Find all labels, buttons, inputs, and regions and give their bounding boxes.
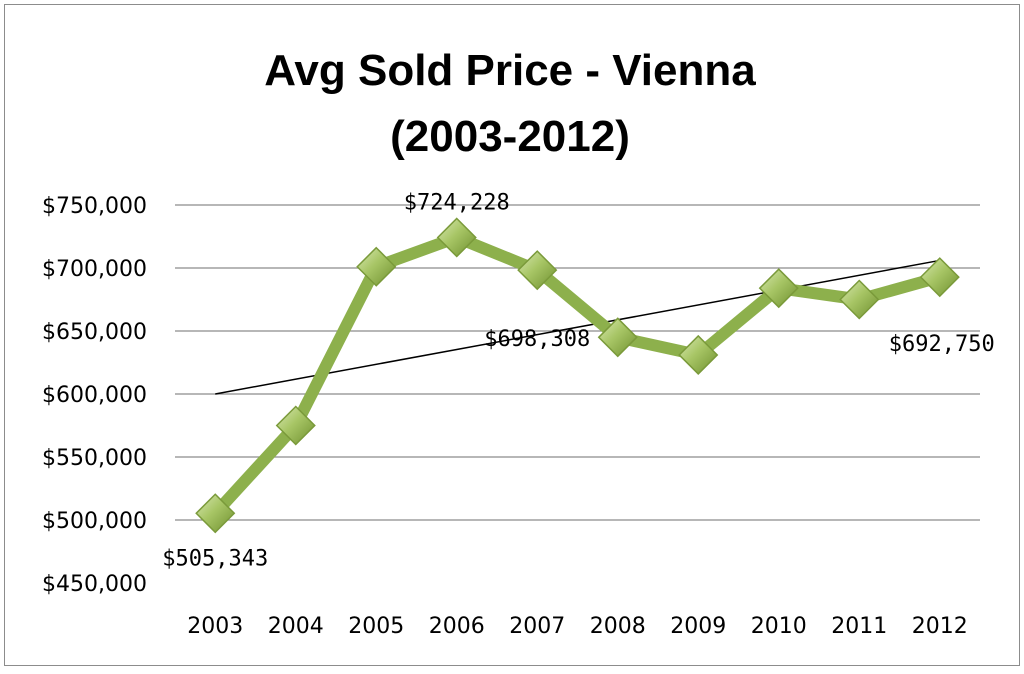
chart-frame: Avg Sold Price - Vienna (2003-2012) $450… [4,4,1020,666]
y-tick-label: $650,000 [42,320,147,345]
x-tick-label: 2008 [590,614,646,639]
data-point-marker [597,317,638,358]
marker-group [195,217,960,534]
y-tick-label: $500,000 [42,509,147,534]
y-axis-tick-labels: $450,000 $500,000 $550,000 $600,000 $650,000… [42,194,147,597]
data-point-marker [275,405,316,446]
x-tick-label: 2010 [751,614,807,639]
x-tick-label: 2006 [429,614,485,639]
data-point-marker [839,279,880,320]
data-point-marker [919,257,960,298]
data-point-marker [195,493,236,534]
data-point-marker [517,250,558,291]
y-tick-label: $450,000 [42,572,147,597]
y-tick-label: $600,000 [42,383,147,408]
line-chart: Avg Sold Price - Vienna (2003-2012) $450… [42,46,995,639]
series-line [209,231,946,520]
chart-title-line2: (2003-2012) [390,112,630,161]
data-label: $692,750 [889,332,995,357]
x-tick-label: 2005 [348,614,404,639]
gridlines [175,204,980,521]
y-tick-label: $750,000 [42,194,147,219]
x-tick-label: 2011 [831,614,887,639]
data-point-marker [678,334,719,376]
data-point-marker [356,246,397,287]
x-tick-label: 2004 [268,614,324,639]
data-label-group: $505,343 $724,228 $698,308 $692,750 [162,190,994,571]
data-point-marker [758,268,799,309]
x-tick-label: 2012 [912,614,968,639]
data-label: $698,308 [484,327,590,352]
x-tick-label: 2007 [509,614,565,639]
x-tick-label: 2009 [670,614,726,639]
trendline [215,259,940,395]
series-group [209,231,946,520]
y-tick-label: $550,000 [42,446,147,471]
trendline-group [215,259,940,395]
chart-title-line1: Avg Sold Price - Vienna [264,46,756,95]
x-tick-label: 2003 [187,614,243,639]
data-label: $505,343 [162,546,268,571]
data-point-marker [436,217,477,258]
y-tick-label: $700,000 [42,257,147,282]
x-axis-tick-labels: 2003 2004 2005 2006 2007 2008 2009 2010 2011 2012 [187,614,968,639]
data-label: $724,228 [404,190,510,215]
